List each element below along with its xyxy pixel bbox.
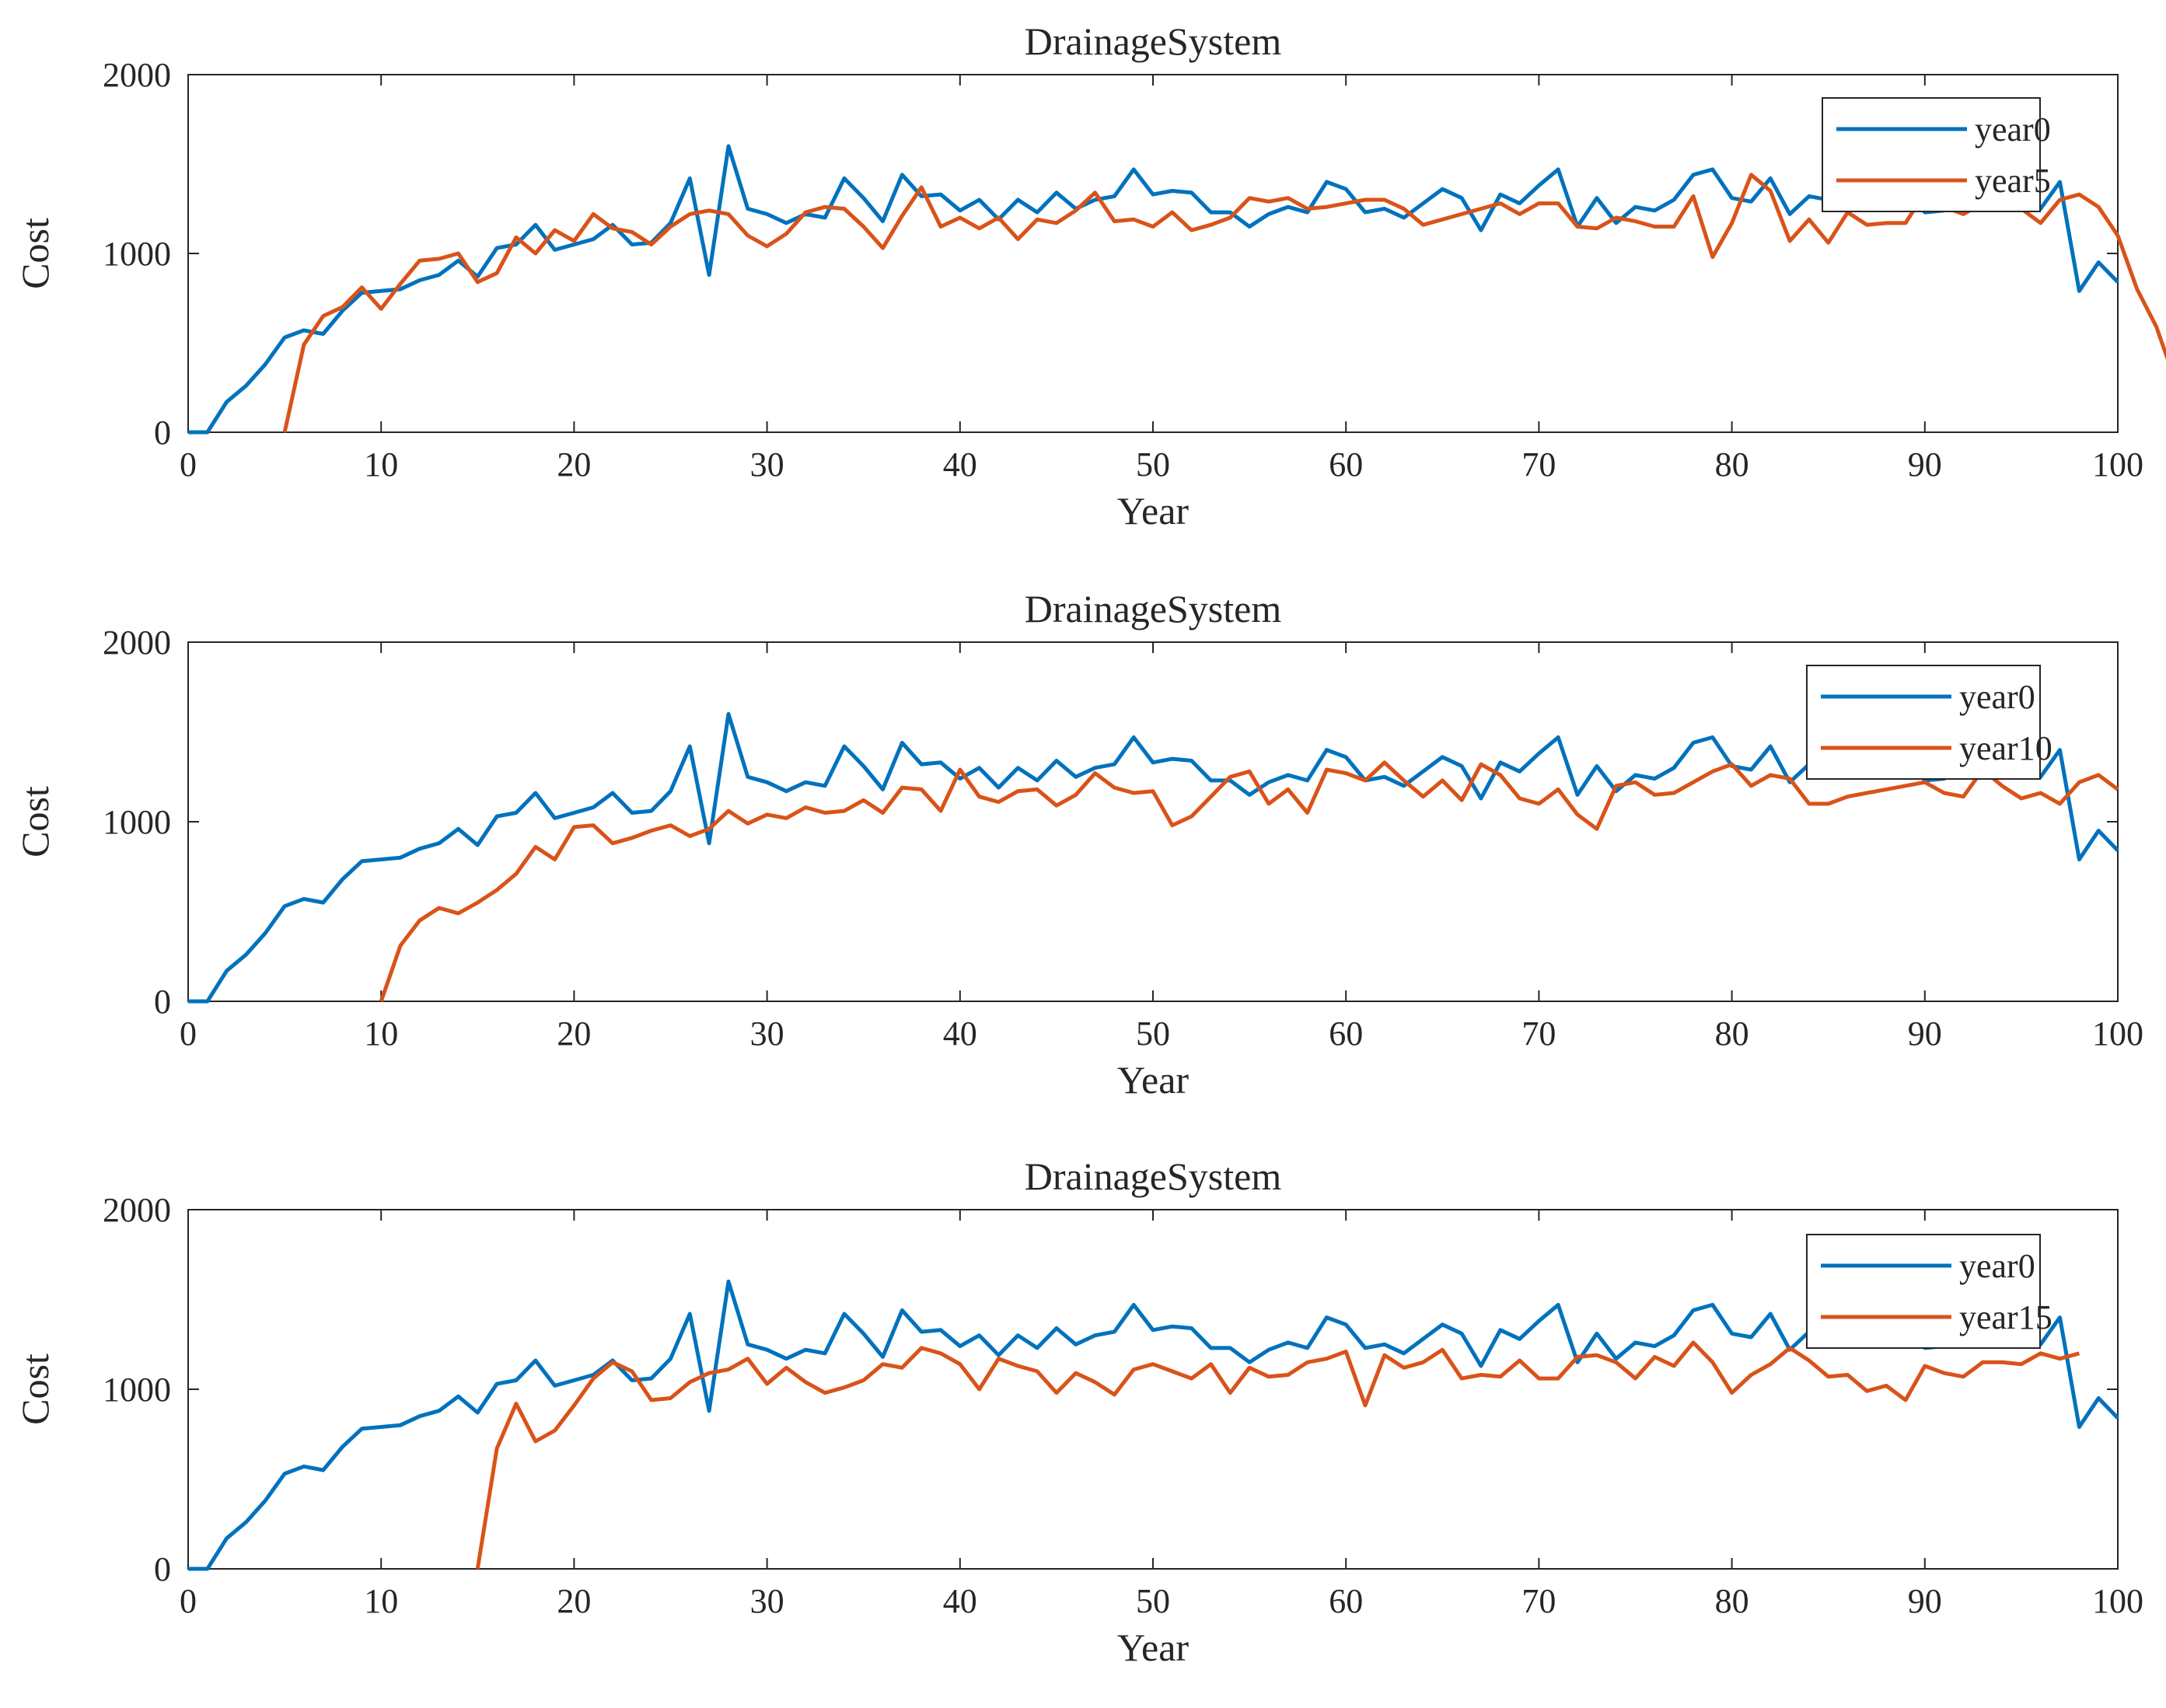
legend-box (1806, 1234, 2041, 1349)
y-tick-label: 1000 (103, 1371, 171, 1409)
y-tick-label: 0 (154, 414, 171, 452)
chart-panel-1: 0 10 20 30 40 50 60 70 80 90 100010002000DrainageS… (13, 19, 2166, 533)
x-tick-label: 50 (1136, 1582, 1170, 1620)
x-tick-label: 20 (557, 1582, 591, 1620)
legend-label: year15 (1959, 1298, 2052, 1336)
series-line-year10 (379, 760, 2119, 1002)
x-tick-label: 0 (180, 1582, 197, 1620)
x-tick-label: 20 (557, 1015, 591, 1053)
y-axis-label: Cost (13, 786, 57, 857)
y-axis-label: Cost (13, 218, 57, 289)
y-tick-label: 0 (154, 1550, 171, 1588)
x-tick-label: 0 (180, 445, 197, 484)
chart-panel-2: 0 10 20 30 40 50 60 70 80 90 100010002000DrainageS… (13, 587, 2143, 1102)
legend: year0 year15 (1806, 1234, 2052, 1349)
x-tick-label: 70 (1521, 1582, 1556, 1620)
legend-label: year10 (1959, 729, 2052, 767)
y-tick-label: 1000 (103, 235, 171, 273)
x-tick-label: 70 (1521, 1015, 1556, 1053)
x-tick-label: 20 (557, 445, 591, 484)
x-tick-label: 100 (2092, 1015, 2143, 1053)
legend-label: year0 (1959, 1247, 2035, 1285)
y-tick-label: 1000 (103, 803, 171, 841)
x-tick-label: 10 (364, 1015, 398, 1053)
x-tick-label: 10 (364, 1582, 398, 1620)
x-tick-label: 90 (1908, 1015, 1942, 1053)
chart-title: DrainageSystem (1025, 587, 1282, 630)
x-tick-label: 100 (2092, 1582, 2143, 1620)
y-tick-label: 2000 (103, 56, 171, 94)
y-axis-label: Cost (13, 1353, 57, 1425)
y-tick-label: 2000 (103, 1191, 171, 1229)
x-tick-label: 40 (943, 1582, 977, 1620)
x-axis-label: Year (1117, 489, 1189, 533)
x-tick-label: 60 (1329, 445, 1363, 484)
chart-title: DrainageSystem (1025, 19, 1282, 63)
x-tick-label: 60 (1329, 1582, 1363, 1620)
legend-label: year5 (1975, 162, 2051, 200)
legend-box (1806, 665, 2041, 780)
x-tick-label: 90 (1908, 445, 1942, 484)
y-tick-label: 2000 (103, 623, 171, 662)
legend-label: year0 (1975, 110, 2051, 148)
series-line-year5 (282, 173, 2166, 433)
chart-title: DrainageSystem (1025, 1154, 1282, 1198)
series-line-year0 (188, 711, 2119, 1004)
x-tick-label: 80 (1715, 445, 1749, 484)
plot-area (187, 1209, 2119, 1570)
x-tick-label: 100 (2092, 445, 2143, 484)
x-tick-label: 70 (1521, 445, 1556, 484)
series-line-year0 (188, 1279, 2119, 1571)
x-tick-label: 40 (943, 445, 977, 484)
x-tick-label: 0 (180, 1015, 197, 1053)
x-tick-label: 30 (750, 1582, 784, 1620)
x-tick-label: 80 (1715, 1582, 1749, 1620)
x-tick-label: 10 (364, 445, 398, 484)
x-tick-label: 40 (943, 1015, 977, 1053)
x-axis-label: Year (1117, 1058, 1189, 1102)
legend: year0 year5 (1822, 97, 2051, 212)
x-tick-label: 90 (1908, 1582, 1942, 1620)
x-axis-label: Year (1117, 1626, 1189, 1669)
legend: year0 year10 (1806, 665, 2052, 780)
x-tick-label: 50 (1136, 1015, 1170, 1053)
plot-area (187, 74, 2119, 433)
x-tick-label: 80 (1715, 1015, 1749, 1053)
x-tick-label: 30 (750, 445, 784, 484)
y-tick-label: 0 (154, 983, 171, 1021)
x-tick-label: 50 (1136, 445, 1170, 484)
chart-panel-3: 0 10 20 30 40 50 60 70 80 90 100010002000DrainageS… (13, 1154, 2143, 1669)
legend-box (1822, 97, 2041, 212)
x-tick-label: 60 (1329, 1015, 1363, 1053)
series-line-year15 (475, 1340, 2080, 1570)
x-tick-label: 30 (750, 1015, 784, 1053)
legend-label: year0 (1959, 678, 2035, 716)
